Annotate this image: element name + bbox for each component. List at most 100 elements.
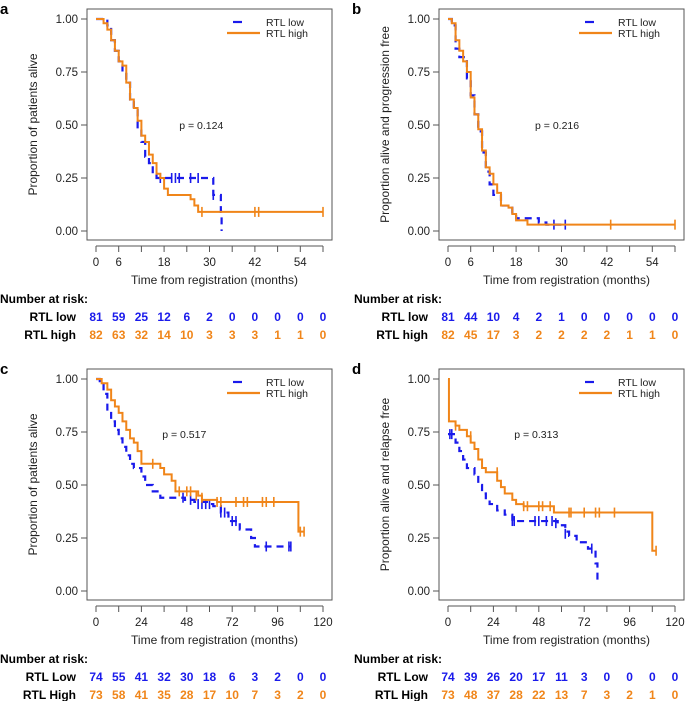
- km-curve-high: [96, 378, 305, 533]
- risk-count-low: 18: [203, 670, 217, 684]
- x-tick-label: 96: [623, 617, 636, 629]
- risk-count-low: 6: [229, 670, 236, 684]
- risk-count-high: 82: [89, 328, 103, 342]
- risk-count-high: 48: [464, 688, 478, 701]
- risk-count-low: 32: [157, 670, 171, 684]
- y-tick-label: 0.25: [408, 533, 430, 545]
- risk-row-label: RTL High: [23, 688, 76, 701]
- legend-label-low: RTL low: [266, 377, 304, 389]
- km-curve-high: [448, 18, 675, 226]
- risk-count-high: 45: [464, 328, 478, 342]
- risk-row-label: RTL High: [375, 688, 428, 701]
- risk-count-low: 12: [157, 310, 171, 324]
- risk-count-high: 17: [487, 328, 501, 342]
- panel-label: c: [0, 361, 8, 378]
- x-tick-label: 6: [467, 257, 473, 269]
- risk-table-title: Number at risk:: [0, 292, 88, 306]
- km-curve-low: [96, 377, 291, 548]
- risk-count-high: 2: [535, 328, 542, 342]
- risk-count-low: 26: [487, 670, 501, 684]
- risk-count-low: 59: [112, 310, 126, 324]
- x-tick-label: 0: [93, 617, 99, 629]
- risk-count-high: 7: [581, 688, 588, 701]
- x-tick-label: 72: [578, 617, 591, 629]
- risk-count-high: 7: [252, 688, 259, 701]
- x-tick-label: 42: [249, 257, 262, 269]
- x-tick-label: 96: [271, 617, 284, 629]
- risk-count-low: 2: [206, 310, 213, 324]
- risk-row-label: RTL Low: [378, 670, 429, 684]
- y-axis-label: Proportion alive and progression free: [378, 26, 392, 223]
- x-tick-label: 120: [665, 617, 684, 629]
- risk-count-low: 0: [229, 310, 236, 324]
- risk-count-low: 20: [509, 670, 523, 684]
- risk-count-high: 73: [89, 688, 103, 701]
- risk-count-high: 14: [157, 328, 171, 342]
- risk-count-low: 0: [604, 310, 611, 324]
- risk-count-low: 74: [89, 670, 103, 684]
- risk-count-high: 37: [487, 688, 501, 701]
- risk-count-low: 11: [555, 670, 568, 684]
- y-axis-label: Proportion of patients alive: [26, 53, 40, 195]
- risk-count-low: 74: [441, 670, 455, 684]
- x-tick-label: 24: [487, 617, 500, 629]
- risk-count-high: 2: [604, 328, 611, 342]
- risk-count-high: 3: [604, 688, 611, 701]
- risk-count-high: 63: [112, 328, 126, 342]
- risk-count-high: 32: [135, 328, 149, 342]
- x-tick-label: 48: [532, 617, 545, 629]
- risk-count-low: 3: [252, 670, 259, 684]
- y-tick-label: 0.00: [56, 586, 78, 598]
- risk-count-high: 3: [252, 328, 259, 342]
- risk-count-low: 0: [320, 670, 327, 684]
- x-tick-label: 54: [294, 257, 307, 269]
- y-tick-label: 0.50: [408, 480, 430, 492]
- risk-count-high: 13: [555, 688, 569, 701]
- risk-count-low: 0: [604, 670, 611, 684]
- risk-count-high: 3: [513, 328, 520, 342]
- y-tick-label: 0.25: [56, 533, 78, 545]
- risk-count-low: 25: [135, 310, 149, 324]
- risk-count-high: 2: [297, 688, 304, 701]
- legend-label-low: RTL low: [618, 377, 656, 389]
- risk-count-high: 10: [226, 688, 240, 701]
- km-curve-low: [448, 433, 599, 582]
- x-tick-label: 42: [601, 257, 614, 269]
- risk-count-low: 0: [320, 310, 327, 324]
- risk-count-low: 0: [252, 310, 259, 324]
- risk-count-high: 2: [558, 328, 565, 342]
- risk-count-low: 0: [581, 310, 588, 324]
- risk-table-title: Number at risk:: [0, 652, 88, 666]
- risk-count-low: 1: [558, 310, 565, 324]
- y-tick-label: 0.75: [56, 67, 78, 79]
- risk-count-low: 0: [649, 310, 656, 324]
- risk-count-low: 3: [581, 670, 588, 684]
- risk-count-low: 39: [464, 670, 478, 684]
- x-tick-label: 0: [445, 617, 451, 629]
- risk-count-low: 0: [297, 670, 304, 684]
- risk-count-low: 10: [487, 310, 501, 324]
- risk-count-high: 1: [649, 688, 656, 701]
- risk-count-high: 1: [274, 328, 281, 342]
- risk-count-low: 41: [135, 670, 149, 684]
- y-tick-label: 1.00: [408, 14, 430, 26]
- x-tick-label: 48: [180, 617, 193, 629]
- risk-count-high: 0: [320, 688, 327, 701]
- legend-label-low: RTL low: [618, 17, 656, 29]
- y-tick-label: 0.75: [408, 427, 430, 439]
- x-tick-label: 54: [646, 257, 659, 269]
- risk-row-label: RTL high: [24, 328, 76, 342]
- risk-count-high: 17: [203, 688, 217, 701]
- y-tick-label: 1.00: [56, 14, 78, 26]
- risk-count-low: 0: [672, 310, 679, 324]
- risk-count-high: 35: [157, 688, 171, 701]
- risk-count-low: 4: [513, 310, 520, 324]
- risk-count-low: 81: [89, 310, 103, 324]
- risk-count-low: 2: [274, 670, 281, 684]
- p-value: p = 0.313: [514, 429, 558, 441]
- risk-count-high: 0: [672, 688, 679, 701]
- risk-table-title: Number at risk:: [354, 652, 442, 666]
